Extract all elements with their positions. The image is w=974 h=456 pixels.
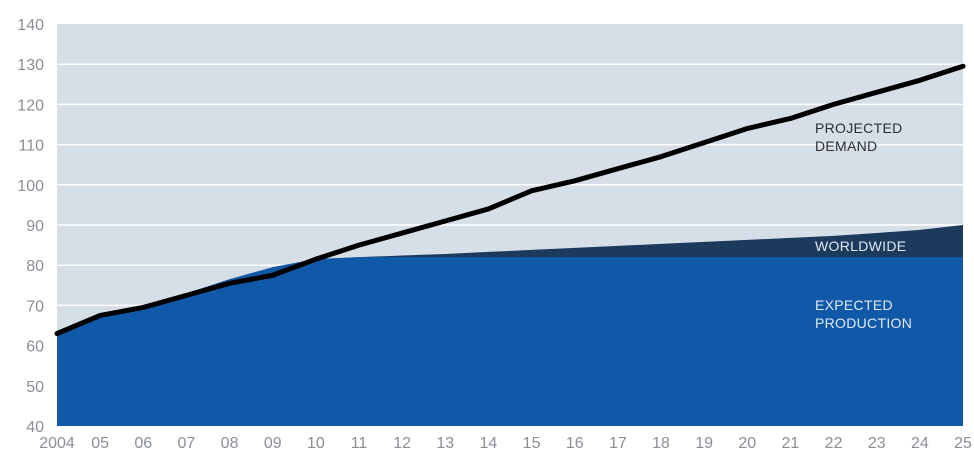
- expected-production-label: EXPECTED PRODUCTION: [815, 297, 912, 331]
- y-tick-label-100: 100: [17, 178, 44, 195]
- area-expected-production: [57, 257, 963, 426]
- x-axis-tick-labels: 2004 05 06 07 08 09 10 11 12 13 14 15 16 17 18 19 20 21 22…: [39, 435, 972, 452]
- y-tick-label-50: 50: [26, 379, 44, 396]
- x-tick-label-06: 06: [134, 435, 152, 452]
- x-tick-label-05: 05: [91, 435, 109, 452]
- x-tick-label-2004: 2004: [39, 435, 75, 452]
- x-tick-label-18: 18: [652, 435, 670, 452]
- x-tick-label-15: 15: [523, 435, 541, 452]
- x-tick-label-13: 13: [436, 435, 454, 452]
- line-layer: [54, 63, 966, 337]
- x-tick-label-16: 16: [566, 435, 584, 452]
- y-axis-tick-labels: 40 50 60 70 80 90 100 110 120 130 140: [17, 17, 44, 436]
- y-tick-label-90: 90: [26, 218, 44, 235]
- x-tick-label-17: 17: [609, 435, 627, 452]
- y-tick-label-70: 70: [26, 298, 44, 315]
- y-tick-label-130: 130: [17, 57, 44, 74]
- y-tick-label-140: 140: [17, 17, 44, 34]
- y-tick-label-40: 40: [26, 419, 44, 436]
- y-tick-label-80: 80: [26, 258, 44, 275]
- worldwide-label: WORLDWIDE: [815, 238, 906, 254]
- x-tick-label-20: 20: [738, 435, 756, 452]
- x-tick-label-22: 22: [825, 435, 843, 452]
- x-tick-label-25: 25: [954, 435, 972, 452]
- line-projected-demand: [54, 63, 966, 337]
- x-tick-label-14: 14: [480, 435, 498, 452]
- x-tick-label-23: 23: [868, 435, 886, 452]
- projected-demand-label: PROJECTED DEMAND: [815, 120, 907, 154]
- area-layer: [57, 225, 963, 426]
- y-tick-label-110: 110: [18, 138, 44, 155]
- x-tick-label-19: 19: [695, 435, 713, 452]
- x-tick-label-10: 10: [307, 435, 325, 452]
- x-tick-label-21: 21: [782, 435, 800, 452]
- x-tick-label-07: 07: [178, 435, 196, 452]
- x-tick-label-12: 12: [393, 435, 411, 452]
- x-tick-label-11: 11: [351, 435, 368, 452]
- x-tick-label-08: 08: [221, 435, 239, 452]
- x-tick-label-09: 09: [264, 435, 282, 452]
- y-tick-label-60: 60: [26, 339, 44, 356]
- y-tick-label-120: 120: [17, 97, 44, 114]
- x-tick-label-24: 24: [911, 435, 929, 452]
